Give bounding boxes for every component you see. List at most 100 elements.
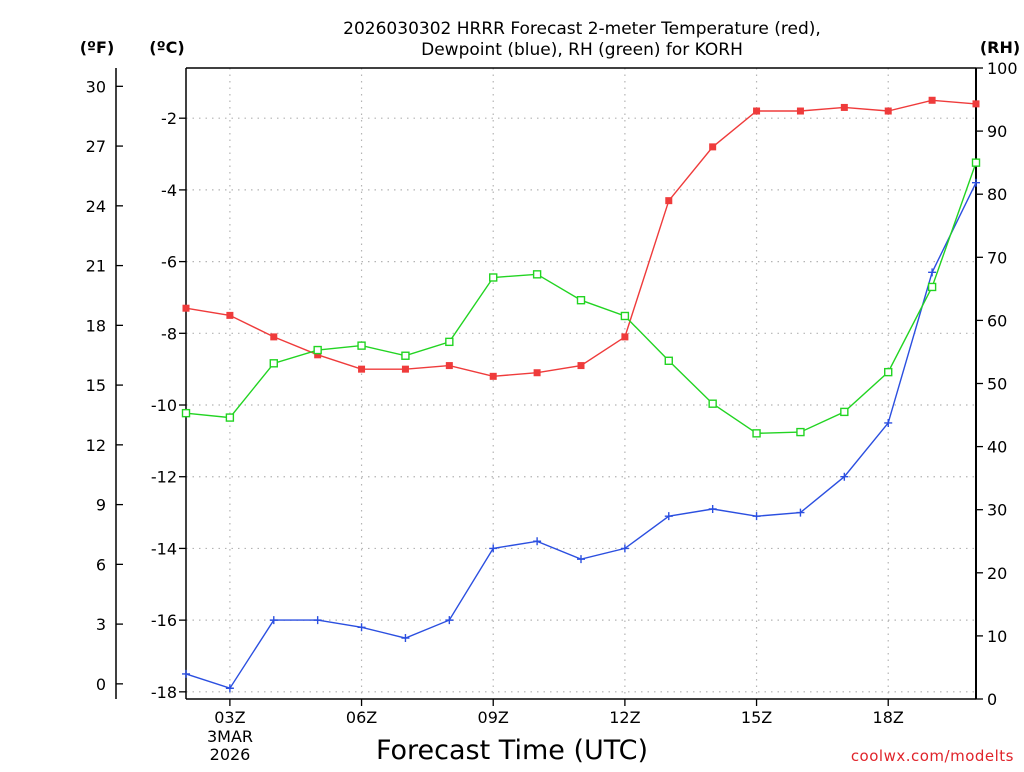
rh-data-point [620,311,630,321]
celsius-tick-label: -6 [161,253,177,272]
rh-tick-label: 100 [987,59,1018,78]
temperature-data-point [621,333,629,341]
celsius-tick-label: -2 [161,109,177,128]
dewpoint-data-point [445,616,454,625]
x-tick-label: 12Z [609,708,640,727]
temperature-data-point [401,365,409,373]
dewpoint-data-point [357,623,366,632]
rh-tick-label: 70 [987,248,1007,267]
x-tick-label: 09Z [478,708,509,727]
rh-data-point [576,296,586,305]
rh-tick-label: 10 [987,627,1007,646]
dewpoint-data-point [401,634,410,643]
fahrenheit-tick-label: 0 [96,675,106,694]
dewpoint-data-point [182,669,190,678]
fahrenheit-tick-label: 21 [86,257,106,276]
rh-data-point [269,359,278,368]
rh-unit-label: (RH) [980,38,1020,57]
rh-data-point [445,337,454,347]
fahrenheit-tick-label: 3 [96,615,106,634]
rh-data-point [884,367,893,377]
temperature-data-point [533,369,541,377]
x-tick-label: 06Z [346,708,377,727]
dewpoint-data-point [928,268,937,277]
rh-tick-label: 90 [987,122,1007,141]
rh-data-point [357,341,366,350]
celsius-tick-label: -14 [151,539,177,558]
rh-data-point [840,407,849,417]
fahrenheit-tick-label: 27 [86,137,106,156]
rh-tick-label: 50 [987,375,1007,394]
fahrenheit-unit-label: (ºF) [80,38,115,57]
dewpoint-data-point [313,616,322,625]
temperature-data-point [796,107,804,115]
celsius-tick-label: -8 [161,324,177,343]
celsius-tick-label: -10 [151,396,177,415]
temperature-series-line [185,99,977,378]
temperature-data-point [358,365,366,373]
date-label-day: 3MAR [207,727,253,746]
fahrenheit-tick-label: 24 [86,197,106,216]
rh-data-point [489,273,498,282]
celsius-tick-label: -12 [151,468,177,487]
dewpoint-data-point [489,544,498,553]
x-tick-label: 15Z [741,708,772,727]
dewpoint-data-point [884,418,893,427]
temperature-data-point [928,96,936,104]
rh-data-point [752,429,761,438]
dewpoint-data-point [972,178,980,187]
x-axis-label: Forecast Time (UTC) [376,735,648,766]
rh-tick-label: 60 [987,311,1007,330]
chart-title-line-2: Dewpoint (blue), RH (green) for KORH [421,40,743,60]
celsius-tick-label: -16 [151,611,177,630]
temperature-data-point [182,304,190,312]
temperature-data-point [840,103,848,111]
fahrenheit-tick-label: 18 [86,316,106,335]
fahrenheit-tick-label: 9 [96,496,106,515]
temperature-data-point [270,333,278,341]
temperature-data-point [753,107,761,115]
temperature-data-point [709,143,717,151]
rh-data-point [225,413,235,422]
rh-data-point [796,427,805,437]
rh-data-point [401,351,410,360]
temperature-data-point [972,100,980,108]
temperature-data-point [884,107,892,115]
dewpoint-data-point [752,512,761,521]
dewpoint-data-point [533,537,542,546]
temperature-data-point [665,197,673,205]
celsius-unit-label: (ºC) [149,38,184,57]
dewpoint-data-point [840,472,849,481]
x-tick-label: 03Z [214,708,245,727]
grid-lines [186,68,976,699]
rh-tick-label: 20 [987,564,1007,583]
dewpoint-data-point [796,508,805,517]
tick-labels: 03Z 06Z 09Z 12Z 15Z 18Z -18 -16 -14 -12 -10 -8 -6 -4 -… [86,59,1018,727]
date-label-year: 2026 [210,745,251,764]
celsius-tick-label: -18 [151,683,177,702]
rh-data-point [181,408,191,418]
rh-tick-label: 40 [987,438,1007,457]
rh-data-point [708,399,717,408]
fahrenheit-tick-label: 30 [86,77,106,96]
rh-data-point [927,282,937,292]
rh-data-point [971,158,981,167]
temperature-data-point [577,362,585,370]
dewpoint-data-point [664,512,673,521]
x-tick-label: 18Z [873,708,904,727]
rh-tick-label: 30 [987,501,1007,520]
dewpoint-data-point [620,544,629,553]
dewpoint-data-point [225,684,234,693]
fahrenheit-tick-label: 12 [86,436,106,455]
temperature-data-point [489,372,497,380]
rh-data-point [313,345,322,355]
rh-tick-label: 0 [987,690,997,709]
rh-tick-label: 80 [987,185,1007,204]
dewpoint-data-point [708,504,717,513]
temperature-data-point [226,311,234,319]
temperature-data-point [314,351,322,359]
rh-data-point [664,356,673,365]
rh-data-point [532,270,542,279]
credit-text: coolwx.com/modelts [851,747,1014,765]
